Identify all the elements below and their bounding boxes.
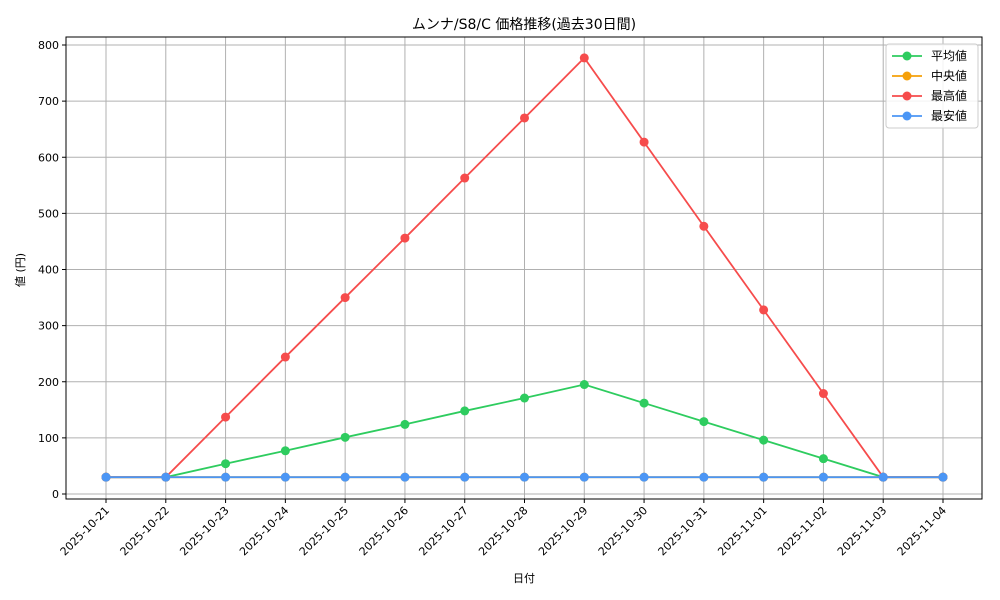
data-point	[400, 419, 410, 429]
legend-swatch-marker	[902, 111, 912, 121]
data-point	[280, 446, 290, 456]
data-point	[221, 459, 231, 469]
legend-swatch-marker	[902, 71, 912, 81]
data-point	[878, 472, 888, 482]
y-tick-label: 200	[38, 376, 59, 389]
data-point	[280, 472, 290, 482]
data-point	[520, 472, 529, 482]
y-tick-label: 700	[38, 95, 59, 108]
data-point	[759, 305, 769, 315]
y-axis-label: 値 (円)	[14, 253, 27, 287]
y-tick-label: 300	[38, 320, 59, 333]
legend-label: 平均値	[931, 48, 967, 63]
x-tick-label: 2025-11-03	[835, 504, 889, 558]
x-tick-label: 2025-10-27	[416, 504, 470, 558]
data-point	[400, 233, 410, 243]
data-point	[400, 472, 410, 482]
legend-label: 最安値	[931, 108, 967, 123]
x-tick-label: 2025-11-04	[895, 504, 949, 558]
data-point	[699, 221, 709, 231]
y-tick-label: 400	[38, 264, 59, 277]
x-tick-label: 2025-10-25	[297, 504, 351, 558]
x-axis-label: 日付	[513, 572, 535, 585]
data-point	[938, 472, 948, 482]
y-tick-label: 100	[38, 432, 59, 445]
y-tick-label: 500	[38, 207, 59, 220]
grid-lines	[66, 37, 982, 499]
chart-title: ムンナ/S8/C 価格推移(過去30日間)	[412, 17, 636, 33]
data-point	[818, 472, 828, 482]
legend-label: 最高値	[931, 88, 967, 103]
y-axis-ticks: 0 100 200 300 400 500 600 700 800	[38, 39, 66, 501]
y-tick-label: 600	[38, 151, 59, 164]
x-tick-label: 2025-10-30	[596, 504, 650, 558]
data-point	[759, 435, 769, 445]
legend-box	[885, 43, 979, 129]
legend-swatch-marker	[902, 51, 912, 61]
data-point	[460, 472, 470, 482]
data-point	[340, 472, 350, 482]
x-tick-label: 2025-10-28	[476, 504, 530, 558]
data-point	[639, 472, 649, 482]
data-point	[759, 472, 769, 482]
data-point	[520, 113, 529, 123]
x-tick-label: 2025-10-22	[118, 504, 172, 558]
x-tick-label: 2025-10-23	[177, 504, 231, 558]
x-tick-label: 2025-10-24	[237, 504, 291, 558]
data-point	[520, 393, 529, 403]
data-point	[460, 406, 470, 416]
data-point	[699, 417, 709, 427]
x-axis-ticks: 2025-10-21 2025-10-22 2025-10-23 2025-10-24…	[58, 499, 949, 558]
data-point	[101, 472, 111, 482]
data-point	[579, 380, 589, 390]
x-tick-label: 2025-11-01	[715, 504, 769, 558]
data-point	[699, 472, 709, 482]
data-point	[221, 412, 231, 422]
data-point	[340, 293, 350, 303]
data-point	[818, 389, 828, 399]
data-point	[221, 472, 231, 482]
data-point	[161, 472, 171, 482]
data-point	[579, 472, 589, 482]
x-tick-label: 2025-11-02	[775, 504, 829, 558]
legend-swatch-marker	[902, 91, 912, 101]
y-tick-label: 800	[38, 39, 59, 52]
data-point	[639, 398, 649, 408]
legend-label: 中央値	[931, 68, 967, 83]
data-point	[460, 173, 470, 183]
x-tick-label: 2025-10-29	[536, 504, 590, 558]
x-tick-label: 2025-10-31	[656, 504, 710, 558]
y-tick-label: 0	[52, 488, 59, 501]
data-point	[639, 137, 649, 147]
data-point	[818, 454, 828, 464]
x-tick-label: 2025-10-21	[58, 504, 112, 558]
series-3	[101, 472, 948, 482]
data-point	[280, 352, 290, 362]
data-point	[340, 432, 350, 442]
x-tick-label: 2025-10-26	[357, 504, 411, 558]
series-layer	[101, 53, 948, 482]
data-point	[579, 53, 589, 63]
